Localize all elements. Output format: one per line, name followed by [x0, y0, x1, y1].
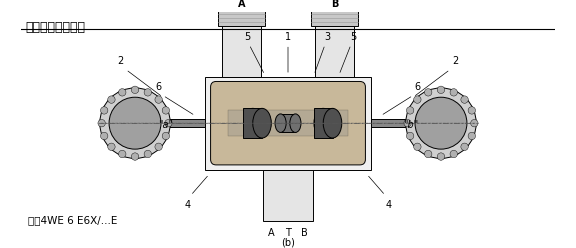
Circle shape — [162, 132, 169, 140]
Circle shape — [144, 89, 151, 96]
Ellipse shape — [323, 108, 342, 138]
FancyBboxPatch shape — [314, 108, 332, 138]
Circle shape — [165, 120, 172, 127]
Text: A: A — [268, 228, 275, 238]
Ellipse shape — [290, 114, 301, 132]
FancyBboxPatch shape — [218, 0, 265, 26]
Circle shape — [450, 89, 457, 96]
Circle shape — [155, 96, 162, 103]
Text: (b): (b) — [281, 237, 295, 247]
Circle shape — [109, 97, 161, 149]
Circle shape — [468, 132, 476, 140]
Circle shape — [131, 86, 139, 93]
Ellipse shape — [253, 108, 271, 138]
Circle shape — [461, 96, 468, 103]
FancyBboxPatch shape — [263, 170, 313, 220]
FancyBboxPatch shape — [315, 17, 354, 77]
Circle shape — [415, 97, 467, 149]
FancyBboxPatch shape — [228, 110, 348, 136]
Circle shape — [406, 88, 476, 158]
Text: 2: 2 — [453, 56, 459, 66]
Text: 功能说明，剖视图: 功能说明，剖视图 — [25, 21, 86, 34]
Circle shape — [131, 153, 139, 160]
Text: 6: 6 — [155, 82, 161, 92]
Ellipse shape — [275, 114, 286, 132]
Circle shape — [414, 143, 421, 151]
Circle shape — [407, 132, 414, 140]
Text: 2: 2 — [117, 56, 123, 66]
FancyBboxPatch shape — [222, 17, 261, 77]
Circle shape — [425, 89, 432, 96]
Text: 4: 4 — [185, 200, 191, 210]
FancyBboxPatch shape — [281, 114, 295, 132]
Text: 1: 1 — [285, 31, 291, 42]
Text: 3: 3 — [324, 31, 330, 42]
Text: "b": "b" — [403, 120, 418, 130]
Circle shape — [461, 143, 468, 151]
Text: 型号4WE 6 E6X/...E: 型号4WE 6 E6X/...E — [28, 215, 118, 225]
Circle shape — [450, 150, 457, 158]
FancyBboxPatch shape — [244, 108, 262, 138]
Circle shape — [144, 150, 151, 158]
FancyBboxPatch shape — [211, 81, 365, 165]
Circle shape — [404, 120, 411, 127]
Circle shape — [437, 86, 445, 93]
Text: 5: 5 — [350, 31, 356, 42]
Text: B: B — [331, 0, 338, 9]
Circle shape — [108, 96, 115, 103]
Circle shape — [119, 89, 126, 96]
Circle shape — [155, 143, 162, 151]
Circle shape — [407, 107, 414, 114]
Ellipse shape — [314, 108, 332, 138]
Circle shape — [414, 96, 421, 103]
FancyBboxPatch shape — [311, 0, 358, 26]
Circle shape — [108, 143, 115, 151]
Text: T: T — [285, 228, 291, 238]
FancyBboxPatch shape — [154, 120, 204, 127]
Circle shape — [119, 150, 126, 158]
FancyBboxPatch shape — [372, 120, 422, 127]
Circle shape — [100, 107, 108, 114]
Text: 5: 5 — [244, 31, 251, 42]
Text: 6: 6 — [415, 82, 421, 92]
Text: A: A — [238, 0, 245, 9]
Circle shape — [468, 107, 476, 114]
Circle shape — [425, 150, 432, 158]
Text: "a": "a" — [158, 120, 173, 130]
Circle shape — [98, 120, 105, 127]
Ellipse shape — [244, 108, 262, 138]
Text: B: B — [301, 228, 308, 238]
Text: 4: 4 — [385, 200, 391, 210]
Circle shape — [162, 107, 169, 114]
Circle shape — [471, 120, 478, 127]
Circle shape — [100, 132, 108, 140]
Circle shape — [100, 88, 170, 158]
FancyBboxPatch shape — [204, 77, 372, 170]
Circle shape — [437, 153, 445, 160]
